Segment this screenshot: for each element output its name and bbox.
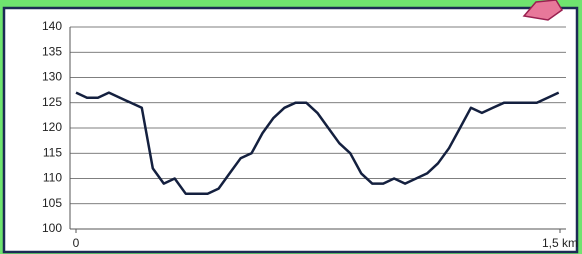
y-tick-label: 120 <box>42 120 62 134</box>
x-tick-label: 0 <box>73 236 80 250</box>
y-tick-label: 140 <box>42 19 62 33</box>
y-tick-label: 115 <box>43 145 62 159</box>
y-tick-label: 110 <box>43 171 62 185</box>
x-tick-label: 1,5 km <box>542 236 578 250</box>
y-tick-label: 125 <box>42 95 62 109</box>
y-tick-label: 105 <box>42 196 62 210</box>
y-tick-label: 130 <box>42 70 62 84</box>
page: 10010511011512012513013514001,5 km (() =… <box>0 0 582 254</box>
chart: 100 105 110 115 120 125 130 135 140 0 1,5 km <box>0 0 582 254</box>
y-tick-label: 100 <box>42 221 62 235</box>
panel <box>4 8 577 252</box>
y-tick-label: 135 <box>42 44 62 58</box>
